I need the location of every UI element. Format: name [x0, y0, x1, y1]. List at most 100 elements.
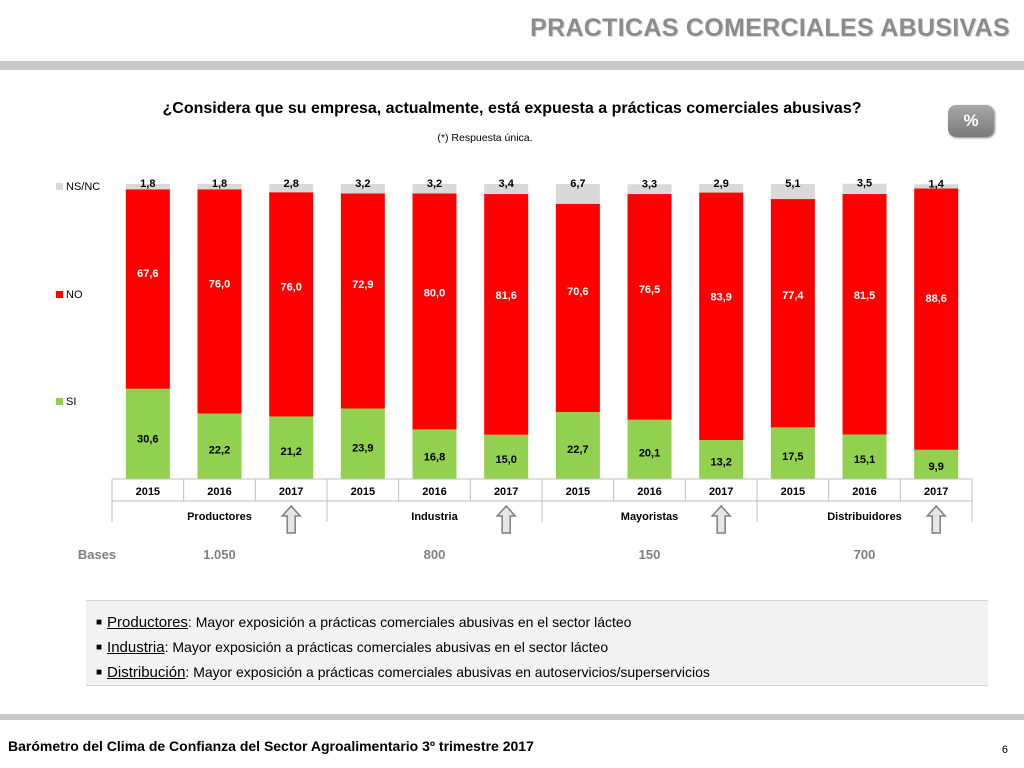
data-label: 13,2 [710, 456, 731, 468]
finding-2: ■ Industria: Mayor exposición a prácticas… [96, 635, 978, 660]
group-label: Industria [411, 511, 458, 523]
footer-title: Barómetro del Clima de Confianza del Sec… [8, 738, 534, 754]
data-label: 1,8 [140, 178, 155, 190]
bar-si-3 [269, 416, 314, 479]
bar-no-7 [555, 203, 600, 413]
legend-swatch [56, 183, 63, 190]
bar-no-9 [699, 192, 744, 441]
page-title: PRACTICAS COMERCIALES ABUSIVAS [530, 14, 1010, 42]
percent-badge: % [948, 105, 994, 137]
bar-si-7 [555, 412, 600, 479]
x-tick-label: 2017 [924, 486, 948, 498]
data-label: 20,1 [639, 447, 660, 459]
bar-no-12 [914, 188, 959, 450]
page-number: 6 [1001, 744, 1008, 756]
findings-box: ■ Productores: Mayor exposición a práctic… [86, 600, 988, 686]
trend-up-arrow-icon [495, 504, 517, 534]
response-note: (*) Respuesta única. [437, 132, 533, 144]
bar-si-11 [842, 434, 887, 479]
finding-text: Mayor exposición a prácticas comerciales… [168, 639, 609, 655]
group-label: Mayoristas [621, 511, 678, 523]
bar-si-8 [627, 419, 672, 479]
bar-no-6 [484, 194, 529, 435]
data-label: 22,2 [209, 445, 230, 457]
bar-si-10 [770, 427, 815, 479]
x-tick-label: 2016 [422, 486, 446, 498]
finding-text: Mayor exposición a prácticas comerciales… [191, 614, 632, 630]
bar-si-12 [914, 449, 959, 479]
bar-nsnc-12 [914, 184, 959, 189]
base-value: 800 [424, 547, 446, 562]
data-label: 5,1 [785, 178, 800, 190]
data-label: 80,0 [424, 288, 445, 300]
bar-si-5 [412, 429, 457, 479]
data-label: 3,2 [427, 178, 442, 190]
finding-separator: : [164, 639, 169, 655]
base-value: 700 [854, 547, 876, 562]
bar-nsnc-4 [340, 184, 385, 194]
data-label: 2,8 [284, 178, 299, 190]
x-tick-label: 2017 [279, 486, 303, 498]
x-tick-label: 2017 [709, 486, 733, 498]
legend-swatch [56, 398, 63, 405]
x-tick-label: 2015 [351, 486, 375, 498]
legend-label: SI [66, 396, 76, 408]
bar-nsnc-8 [627, 184, 672, 195]
bar-no-8 [627, 194, 672, 420]
legend-label: NS/NC [66, 181, 100, 193]
bar-si-2 [197, 413, 242, 479]
data-label: 9,9 [929, 461, 944, 473]
data-label: 6,7 [570, 178, 585, 190]
data-label: 76,0 [209, 278, 230, 290]
chart-question: ¿Considera que su empresa, actualmente, … [162, 100, 862, 117]
data-label: 83,9 [710, 292, 731, 304]
bar-nsnc-5 [412, 184, 457, 194]
bar-no-2 [197, 189, 242, 414]
finding-3: ■ Distribución: Mayor exposición a prácti… [96, 660, 978, 685]
bar-nsnc-2 [197, 184, 242, 190]
finding-term: Productores [107, 614, 188, 631]
data-label: 22,7 [567, 444, 588, 456]
legend-swatch [56, 291, 63, 298]
data-label: 3,5 [857, 178, 872, 190]
data-label: 15,0 [495, 454, 516, 466]
group-label: Productores [187, 511, 252, 523]
data-label: 1,8 [212, 178, 227, 190]
bar-nsnc-9 [699, 184, 744, 193]
bar-nsnc-1 [125, 184, 170, 190]
bar-no-10 [770, 199, 815, 428]
data-label: 81,5 [854, 290, 875, 302]
bar-si-9 [699, 440, 744, 479]
bar-nsnc-7 [555, 184, 600, 204]
bases-label: Bases [78, 547, 116, 562]
bar-no-5 [412, 193, 457, 430]
x-tick-label: 2015 [566, 486, 590, 498]
bar-si-4 [340, 408, 385, 479]
data-label: 30,6 [137, 433, 158, 445]
data-label: 77,4 [782, 290, 804, 302]
x-tick-label: 2016 [207, 486, 231, 498]
data-label: 16,8 [424, 452, 445, 464]
bullet-marker: ■ [96, 642, 103, 653]
data-label: 3,4 [499, 178, 515, 190]
x-tick-label: 2015 [781, 486, 805, 498]
base-value: 150 [639, 547, 661, 562]
bar-nsnc-3 [269, 184, 314, 193]
bar-no-3 [269, 192, 314, 417]
data-label: 15,1 [854, 454, 875, 466]
data-label: 76,5 [639, 284, 660, 296]
finding-1: ■ Productores: Mayor exposición a práctic… [96, 610, 978, 635]
data-label: 17,5 [782, 451, 803, 463]
finding-term: Distribución [107, 664, 186, 681]
trend-up-arrow-icon [280, 504, 302, 534]
data-label: 3,3 [642, 178, 657, 190]
bar-nsnc-10 [770, 184, 815, 200]
data-label: 67,6 [137, 268, 158, 280]
data-label: 70,6 [567, 286, 588, 298]
legend-label: NO [66, 289, 83, 301]
bar-no-1 [125, 189, 170, 389]
bar-si-1 [125, 388, 170, 479]
group-label: Distribuidores [827, 511, 902, 523]
footer-divider [0, 714, 1024, 720]
data-label: 1,4 [929, 178, 945, 190]
